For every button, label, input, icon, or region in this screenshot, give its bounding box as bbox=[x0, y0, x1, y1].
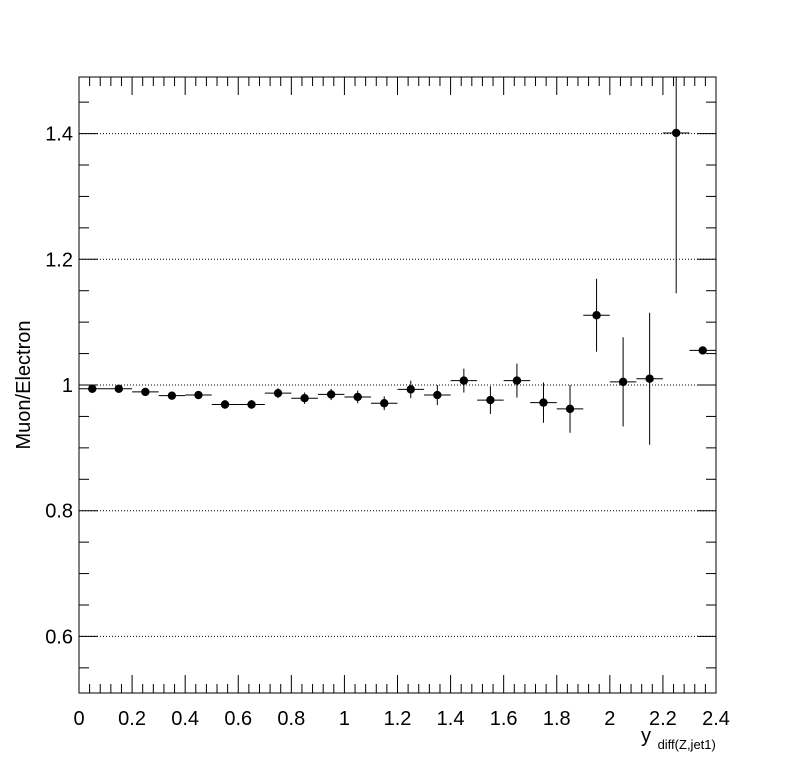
point-marker bbox=[353, 392, 362, 402]
x-tick-label: 2 bbox=[604, 708, 615, 730]
x-tick-label: 2.4 bbox=[702, 708, 730, 730]
point-marker bbox=[273, 388, 283, 398]
data-point bbox=[370, 396, 398, 411]
point-marker bbox=[671, 128, 681, 138]
point-marker bbox=[220, 400, 230, 409]
point-marker bbox=[167, 391, 177, 400]
data-point bbox=[609, 337, 637, 427]
x-tick-label: 1.8 bbox=[543, 708, 571, 730]
y-tick-label: 1 bbox=[62, 375, 73, 397]
point-marker bbox=[88, 384, 97, 393]
data-point bbox=[530, 382, 557, 423]
data-point bbox=[583, 278, 610, 352]
data-point bbox=[450, 368, 478, 393]
tick-labels: 0 0.2 0.4 0.6 0.8 1 1.2 1.4 1.6 1.8 2 2.2 2.4 0.6 0.8 1… bbox=[45, 124, 730, 730]
point-marker bbox=[618, 377, 628, 387]
x-tick-label: 0 bbox=[73, 708, 84, 730]
x-tick-label: 1.4 bbox=[437, 708, 465, 730]
x-tick-label: 1.6 bbox=[490, 708, 518, 730]
point-marker bbox=[141, 387, 150, 397]
point-marker bbox=[300, 394, 309, 403]
point-marker bbox=[406, 385, 415, 394]
x-tick-label: 0.2 bbox=[118, 708, 146, 730]
data-point bbox=[105, 384, 133, 393]
x-tick-label: 0.4 bbox=[171, 708, 199, 730]
data-point bbox=[424, 385, 451, 406]
point-marker bbox=[512, 376, 522, 385]
data-point bbox=[158, 391, 186, 400]
point-marker bbox=[326, 390, 336, 399]
point-marker bbox=[565, 404, 575, 414]
data-point bbox=[211, 400, 239, 409]
point-marker bbox=[380, 399, 389, 408]
x-axis-title-sub: diff(Z,jet1) bbox=[658, 737, 716, 752]
data-point bbox=[291, 392, 318, 404]
y-axis-title: Muon/Electron bbox=[13, 321, 35, 450]
y-tick-label: 0.6 bbox=[45, 626, 73, 648]
y-tick-label: 0.8 bbox=[45, 501, 73, 523]
x-tick-label: 0.8 bbox=[277, 708, 305, 730]
point-marker bbox=[114, 384, 124, 393]
data-point bbox=[344, 390, 371, 404]
data-point bbox=[264, 388, 292, 399]
data-point bbox=[238, 400, 265, 409]
x-axis-title-main: y bbox=[641, 725, 651, 747]
x-axis-title: y diff(Z,jet1) bbox=[641, 725, 716, 752]
data-points bbox=[79, 77, 716, 445]
data-point bbox=[503, 363, 531, 398]
data-point bbox=[477, 386, 504, 414]
data-point bbox=[662, 77, 690, 294]
point-marker bbox=[194, 390, 203, 400]
point-marker bbox=[486, 395, 495, 405]
data-point bbox=[79, 384, 106, 393]
point-marker bbox=[433, 390, 442, 400]
plot-frame bbox=[78, 76, 717, 694]
x-tick-label: 0.6 bbox=[224, 708, 252, 730]
y-tick-label: 1.2 bbox=[45, 249, 73, 271]
data-point bbox=[132, 387, 159, 397]
point-marker bbox=[247, 400, 256, 409]
data-point bbox=[636, 312, 663, 445]
x-tick-label: 2.2 bbox=[649, 708, 677, 730]
point-marker bbox=[698, 346, 707, 355]
data-point bbox=[317, 388, 345, 401]
y-tick-label: 1.4 bbox=[45, 124, 73, 146]
data-point bbox=[185, 390, 212, 400]
x-tick-label: 1 bbox=[339, 708, 350, 730]
point-marker bbox=[645, 374, 654, 383]
data-point bbox=[689, 346, 716, 355]
x-tick-label: 1.2 bbox=[384, 708, 412, 730]
point-marker bbox=[592, 311, 601, 320]
data-point bbox=[556, 385, 584, 433]
point-marker bbox=[459, 376, 469, 385]
data-point bbox=[397, 380, 425, 399]
grid-lines bbox=[79, 133, 716, 637]
point-marker bbox=[539, 398, 548, 407]
